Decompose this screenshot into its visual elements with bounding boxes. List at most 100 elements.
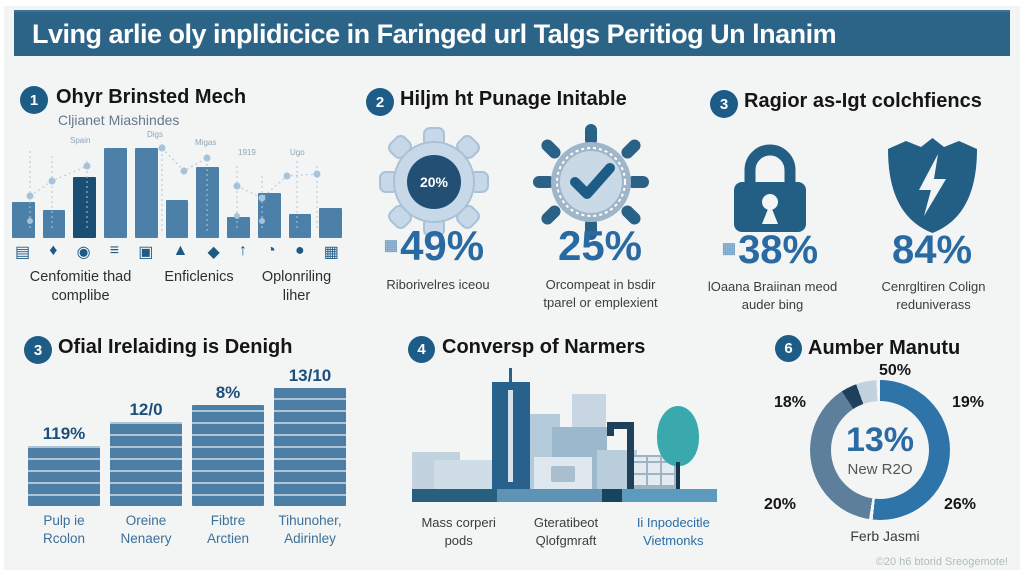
growth-bar-value: 119% xyxy=(42,424,86,443)
city-caption: Gteratibeot Qlofgmraft xyxy=(533,515,599,548)
trend-bar xyxy=(288,213,312,238)
stat-84-caption: Cenrgltiren Colign reduniverass xyxy=(881,279,986,312)
growth-bar-value: 12/0 xyxy=(129,400,163,419)
credit-text: ©20 h6 btorid Sreogemote! xyxy=(875,556,1008,568)
title-bar: Lving arlie oly inplidicice in Faringed … xyxy=(14,10,1010,56)
trend-bar xyxy=(42,210,66,238)
donut-label-bottom-right: 26% xyxy=(944,496,977,513)
section6-heading: Aumber Manutu xyxy=(808,337,961,359)
mini-icon: ◆ xyxy=(207,244,220,261)
donut-label-bottom-left: 20% xyxy=(763,496,796,513)
growth-bar xyxy=(192,405,264,506)
donut-center-label: New R2O xyxy=(847,460,913,478)
section5-captions: Mass corperi pods Gteratibeot Qlofgmraft… xyxy=(408,514,724,549)
mini-icon: ◔ xyxy=(266,242,276,259)
section3-number-badge: 3 xyxy=(710,90,738,118)
growth-bar-column: 8% xyxy=(192,366,264,506)
trend-bar xyxy=(73,176,97,238)
section1-captions: Cenfomitie thad complibe Enficlenics Opl… xyxy=(8,268,348,306)
ground-segment xyxy=(602,489,622,502)
ground-segment xyxy=(622,489,717,502)
ground-segment xyxy=(412,489,497,502)
growth-bar-category: Pulp ie Rcolon xyxy=(42,513,86,547)
section4-heading: Ofial Irelaiding is Denigh xyxy=(58,336,293,358)
city-caption: Mass corperi pods xyxy=(421,515,496,548)
gear-value-text: 20% xyxy=(420,174,449,190)
growth-categories: Pulp ie Rcolon Oreine Nenaery Fibtre Arcti… xyxy=(28,512,346,548)
gear-icon: 20% xyxy=(379,127,489,237)
building-tower xyxy=(492,382,530,489)
growth-bar xyxy=(274,388,346,506)
mini-icon: ▣ xyxy=(138,244,154,261)
stat-38-caption: lOaana Braiinan meod auder bing xyxy=(707,279,838,312)
lock-icon xyxy=(734,144,806,232)
ground-segment xyxy=(497,489,602,502)
caption-compliance: Cenfomitie thad complibe xyxy=(29,269,132,304)
lamp-post xyxy=(627,422,634,489)
lamp-arm xyxy=(607,422,634,429)
grid-icon: ▦ xyxy=(383,237,399,254)
trend-bar xyxy=(165,200,189,238)
growth-bar-category: Fibtre Arctien xyxy=(206,513,250,547)
trend-label: Digs xyxy=(147,130,164,139)
trend-label: Ugo xyxy=(290,148,305,157)
page-title: Lving arlie oly inplidicice in Faringed … xyxy=(32,18,837,49)
section1-number-badge: 1 xyxy=(20,86,48,114)
donut-center: 13% New R2O xyxy=(831,401,929,499)
antenna xyxy=(509,368,512,382)
section4-number-badge: 3 xyxy=(24,336,52,364)
growth-bar xyxy=(28,446,100,506)
mini-icon-row: ▤ ♦ ◉ ≡ ▣ ▲ ◆ ↑ ◔ ● ▦ xyxy=(12,242,342,262)
trend-overlay xyxy=(26,144,321,231)
stat-49: ▦49% xyxy=(383,222,485,269)
stat-25: 25% xyxy=(557,222,643,269)
growth-bars: 119% 12/0 8% 13/10 xyxy=(28,366,346,506)
donut-label-left: 18% xyxy=(773,394,806,411)
growth-bar-column: 12/0 xyxy=(110,366,182,506)
growth-bar-category: Tihunoher, Adirinley xyxy=(278,513,342,547)
trend-bar xyxy=(134,148,158,238)
trend-label: 1919 xyxy=(238,148,256,157)
growth-bar-value: 8% xyxy=(215,383,241,402)
tree-trunk xyxy=(676,462,680,489)
trend-bar xyxy=(227,216,250,238)
section6-number-badge: 6 xyxy=(775,335,802,362)
stat-84: 84% xyxy=(891,228,973,272)
grid-icon: ▦ xyxy=(721,240,737,257)
donut-label-right: 19% xyxy=(952,394,985,411)
trend-bar xyxy=(104,148,127,238)
caption-optimizing: Oplonriling liher xyxy=(261,269,332,304)
section2-number-badge: 2 xyxy=(366,88,394,116)
stat-49-caption: Riborivelres iceou xyxy=(386,277,490,292)
trend-chart: Spain Digs Migas 1919 Ugo xyxy=(12,130,343,238)
mini-icon: ▦ xyxy=(323,244,339,261)
growth-bar-value: 13/10 xyxy=(288,366,332,385)
growth-bar-column: 119% xyxy=(28,366,100,506)
door xyxy=(551,466,575,482)
city-illustration xyxy=(412,368,717,502)
donut-label-top: 50% xyxy=(878,362,912,379)
mini-icon: ↑ xyxy=(238,242,247,259)
growth-bar-column: 13/10 xyxy=(274,366,346,506)
mini-icon: ▲ xyxy=(172,242,189,259)
lamp-head xyxy=(607,422,614,436)
section5-heading: Conversp of Narmers xyxy=(442,336,646,358)
section3-heading: Ragior as-Igt colchfiencs xyxy=(744,90,982,112)
donut-ring: 13% New R2O xyxy=(810,380,950,520)
donut-center-value: 13% xyxy=(845,420,915,459)
trend-bar xyxy=(12,202,35,238)
stat-25-caption: Orcompeat in bsdir tparel or emplexient xyxy=(543,277,658,310)
section5-number-badge: 4 xyxy=(408,336,435,363)
building-front xyxy=(534,457,592,489)
mini-icon: ≡ xyxy=(109,242,120,259)
mini-icon: ◉ xyxy=(76,244,91,261)
growth-bar xyxy=(110,422,182,506)
trend-bar xyxy=(257,193,281,238)
caption-efficiency: Enficlenics xyxy=(164,269,234,285)
section2-heading: Hiljm ht Punage Initable xyxy=(400,88,627,110)
mini-icon: ▤ xyxy=(15,244,31,261)
gear-check-icon xyxy=(533,124,649,240)
trend-bar xyxy=(196,166,220,238)
trend-bars xyxy=(12,136,343,238)
